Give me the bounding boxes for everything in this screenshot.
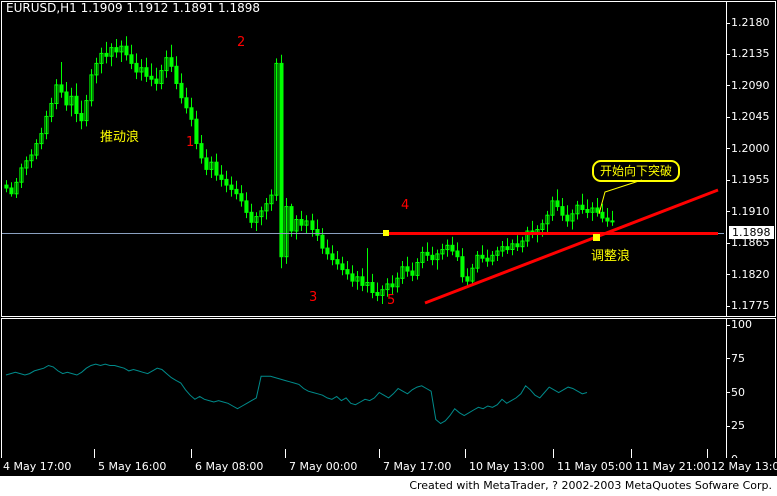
- current-price-badge: 1.1898: [729, 226, 774, 239]
- price-pane-border: [1, 1, 776, 317]
- price-tick: 1.2000: [727, 143, 770, 154]
- callout-tail: [598, 179, 643, 215]
- time-tick-label: 6 May 08:00: [195, 460, 264, 473]
- price-tick: 1.2180: [727, 17, 770, 28]
- chart-canvas[interactable]: EURUSD,H1 1.1909 1.1912 1.1891 1.1898 1.…: [0, 0, 777, 476]
- wave-label-1: 1: [186, 135, 195, 150]
- price-tick: 1.2135: [727, 48, 770, 59]
- callout-text: 开始向下突破: [600, 164, 673, 178]
- callout-leader-layer: [598, 179, 643, 215]
- time-tick-label: 12 May 13:00: [711, 460, 777, 473]
- price-tick: 1.1775: [727, 300, 770, 311]
- price-tick: 1.2045: [727, 111, 770, 122]
- time-tick-mark: [94, 449, 95, 458]
- wave-label-2: 2: [237, 35, 246, 50]
- time-axis[interactable]: 4 May 17:00 5 May 16:00 6 May 08:00 7 May 0…: [1, 449, 777, 475]
- time-tick-label: 5 May 16:00: [98, 460, 167, 473]
- annotation-corrective-wave: 调整浪: [591, 249, 631, 264]
- price-tick: 1.1865: [727, 237, 770, 248]
- time-tick-label: 11 May 21:00: [635, 460, 711, 473]
- time-tick-mark: [553, 449, 554, 458]
- time-tick-label: 11 May 05:00: [557, 460, 633, 473]
- price-tick: 1.2090: [727, 80, 770, 91]
- wave-label-3: 3: [309, 290, 318, 305]
- annotation-impulse-wave: 推动浪: [100, 130, 140, 145]
- price-series-layer: [2, 36, 724, 305]
- time-tick-label: 10 May 13:00: [469, 460, 545, 473]
- price-plot-area[interactable]: [2, 2, 724, 316]
- wave-label-5: 5: [387, 293, 396, 308]
- rising-trendline[interactable]: [424, 188, 719, 305]
- time-tick-mark: [631, 449, 632, 458]
- time-tick-mark: [379, 449, 380, 458]
- footer-bar: Created with MetaTrader, ? 2002-2003 Met…: [0, 476, 777, 496]
- rsi-indicator-label: RSI(14) 49.8948: [0, 0, 131, 19]
- price-tick: 1.1955: [727, 174, 770, 185]
- time-tick-mark: [191, 449, 192, 458]
- time-tick-mark: [707, 449, 708, 458]
- rsi-tick: 75: [727, 353, 745, 364]
- price-scale[interactable]: 1.2180 1.2135 1.2090 1.2045 1.2000 1.1955 1.19…: [726, 2, 775, 316]
- rsi-scale[interactable]: 1007550250: [726, 319, 775, 474]
- time-tick-label: 7 May 00:00: [289, 460, 358, 473]
- price-tick: 1.1910: [727, 206, 770, 217]
- rsi-line: [5, 363, 588, 425]
- symbol-ohlc-label: EURUSD,H1 1.1909 1.1912 1.1891 1.1898: [6, 1, 261, 15]
- footer-credit: Created with MetaTrader, ? 2002-2003 Met…: [409, 479, 772, 492]
- time-tick-mark: [285, 449, 286, 458]
- trendline-handle-right[interactable]: [593, 234, 600, 241]
- rsi-tick: 100: [727, 319, 752, 330]
- trendline-handle-left[interactable]: [383, 230, 389, 236]
- rsi-plot-area[interactable]: [2, 319, 724, 474]
- rsi-tick: 50: [727, 387, 745, 398]
- rsi-tick: 25: [727, 420, 745, 431]
- time-tick-mark: [465, 449, 466, 458]
- callout-balloon[interactable]: 开始向下突破: [592, 160, 681, 182]
- time-tick-label: 4 May 17:00: [3, 460, 72, 473]
- price-tick: 1.1820: [727, 269, 770, 280]
- wave-label-4: 4: [401, 198, 410, 213]
- rsi-series-layer: [5, 363, 588, 425]
- time-tick-label: 7 May 17:00: [383, 460, 452, 473]
